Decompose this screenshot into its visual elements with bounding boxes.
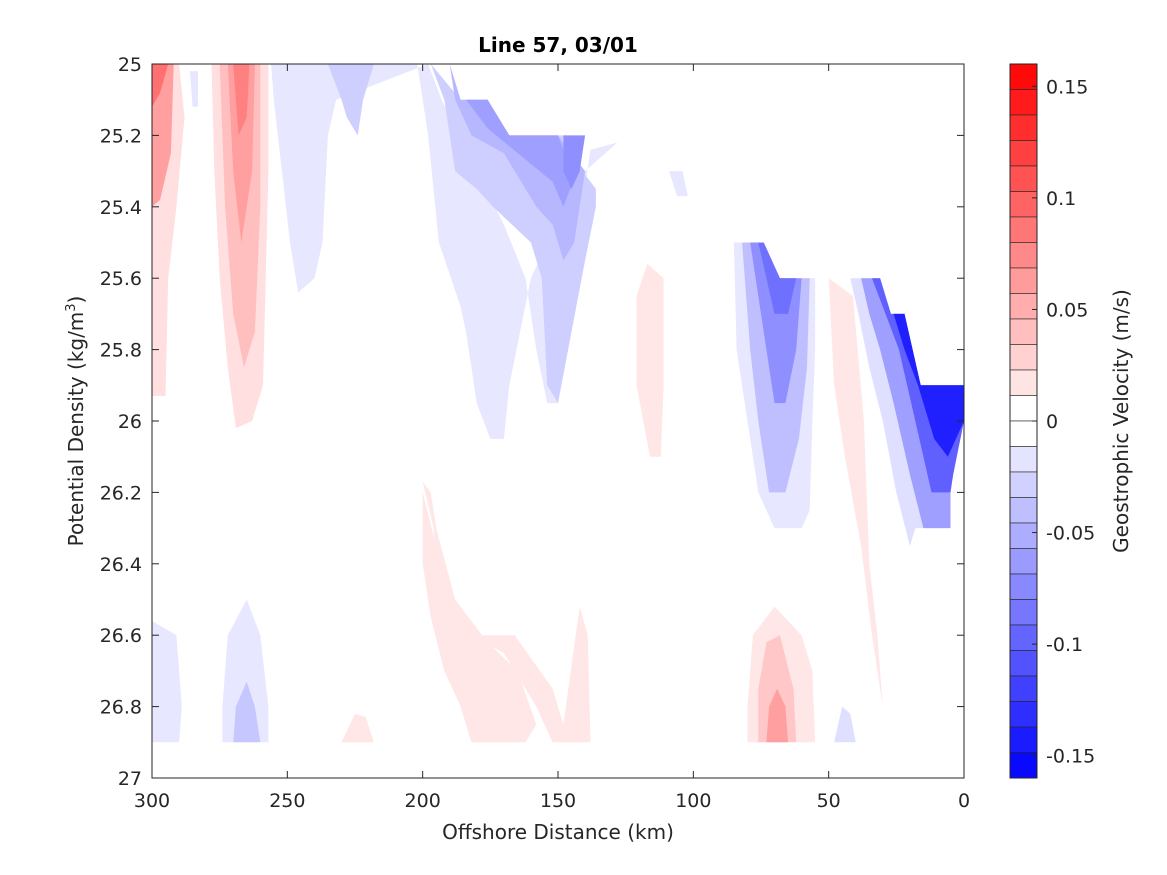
- y-tick-label: 26: [118, 411, 142, 433]
- y-axis-label-tail: ): [64, 296, 88, 304]
- contour-region-blue-3: [669, 171, 688, 197]
- colorbar-level: [1009, 701, 1038, 728]
- colorbar-tick-label: 0.05: [1046, 299, 1088, 321]
- y-axis: 25 25.2 25.4 25.6 25.8 26 26.2 26.4 26.6 26.8 27: [100, 54, 964, 790]
- y-tick-label: 27: [118, 768, 142, 790]
- colorbar-level: [1009, 599, 1038, 626]
- contour-region-red-5b: [422, 492, 537, 743]
- colorbar-level: [1009, 446, 1038, 473]
- colorbar-level: [1009, 420, 1038, 447]
- colorbar-level: [1009, 395, 1038, 422]
- colorbar-level: [1009, 267, 1038, 294]
- colorbar-level: [1009, 63, 1038, 90]
- colorbar: 0.15 0.1 0.05 0 -0.05 -0.1 -0.15: [1009, 63, 1095, 779]
- colorbar-level: [1009, 522, 1038, 549]
- contour-region-blue-7: [222, 599, 269, 743]
- x-tick-label: 50: [817, 790, 841, 812]
- contour-fills: [152, 64, 964, 743]
- y-tick-label: 25.2: [100, 125, 142, 147]
- colorbar-level: [1009, 191, 1038, 218]
- x-tick-label: 0: [958, 790, 970, 812]
- colorbar-tick-label: -0.15: [1046, 746, 1095, 768]
- x-tick-label: 200: [405, 790, 441, 812]
- colorbar-tick-label: -0.1: [1046, 634, 1083, 656]
- contour-region-red-6b: [758, 635, 797, 743]
- colorbar-level: [1009, 471, 1038, 498]
- y-tick-label: 25: [118, 54, 142, 76]
- colorbar-level: [1009, 242, 1038, 269]
- contour-region-red-7: [341, 713, 374, 743]
- contour-region-red-2d: [233, 64, 250, 136]
- contour-region-red-2c: [227, 64, 255, 243]
- colorbar-level: [1009, 650, 1038, 677]
- chart-title: Line 57, 03/01: [478, 33, 638, 57]
- colorbar-level: [1009, 165, 1038, 192]
- colorbar-tick-label: 0.1: [1046, 188, 1076, 210]
- colorbar-level: [1009, 89, 1038, 116]
- y-axis-label: Potential Density (kg/m3): [64, 296, 88, 547]
- contour-region-red-5: [422, 481, 591, 743]
- contour-region-red-4: [828, 278, 883, 707]
- contour-region-blue-2d: [563, 135, 586, 189]
- y-tick-label: 26.2: [100, 482, 142, 504]
- colorbar-tick-label: 0.15: [1046, 76, 1088, 98]
- colorbar-level: [1009, 726, 1038, 753]
- colorbar-tick-label: -0.05: [1046, 523, 1095, 545]
- x-axis-label: Offshore Distance (km): [442, 820, 674, 844]
- contour-region-blue-1: [271, 64, 618, 439]
- contour-region-red-3: [636, 263, 664, 457]
- colorbar-level: [1009, 293, 1038, 320]
- plot-area: [151, 63, 965, 779]
- contour-region-blue-7b: [233, 681, 261, 743]
- contour-region-blue-6: [152, 620, 182, 743]
- y-axis-label-superscript: 3: [64, 303, 79, 311]
- x-tick-label: 100: [675, 790, 711, 812]
- y-tick-label: 25.4: [100, 197, 142, 219]
- colorbar-level: [1009, 140, 1038, 167]
- x-tick-label: 300: [134, 790, 170, 812]
- colorbar-level: [1009, 369, 1038, 396]
- contour-region-red-1b: [152, 64, 174, 207]
- colorbar-level: [1009, 752, 1038, 779]
- y-tick-label: 26.6: [100, 625, 142, 647]
- y-tick-label: 26.8: [100, 697, 142, 719]
- contour-region-blue-2c: [466, 99, 575, 207]
- contour-region-blue-9: [189, 71, 198, 107]
- y-tick-label: 25.8: [100, 340, 142, 362]
- colorbar-level: [1009, 344, 1038, 371]
- contour-region-blue-4d: [758, 242, 797, 314]
- colorbar-level: [1009, 548, 1038, 575]
- colorbar-level: [1009, 318, 1038, 345]
- x-tick-label: 250: [269, 790, 305, 812]
- colorbar-level: [1009, 624, 1038, 651]
- y-tick-label: 26.4: [100, 554, 142, 576]
- x-tick-label: 150: [540, 790, 576, 812]
- contour-region-red-6c: [766, 688, 789, 743]
- y-tick-label: 25.6: [100, 268, 142, 290]
- contour-region-blue-1b: [327, 64, 374, 136]
- x-axis: 300 250 200 150 100 50 0: [134, 64, 970, 812]
- contour-region-blue-5d: [893, 313, 964, 457]
- y-axis-label-main: Potential Density (kg/m: [64, 312, 88, 547]
- colorbar-level: [1009, 497, 1038, 524]
- colorbar-level: [1009, 216, 1038, 243]
- colorbar-label: Geostrophic Velocity (m/s): [1109, 289, 1133, 553]
- contour-region-red-1c: [152, 64, 169, 107]
- contour-region-blue-8: [834, 706, 856, 743]
- colorbar-level: [1009, 114, 1038, 141]
- colorbar-tick-label: 0: [1046, 411, 1058, 433]
- colorbar-level: [1009, 573, 1038, 600]
- colorbar-level: [1009, 675, 1038, 702]
